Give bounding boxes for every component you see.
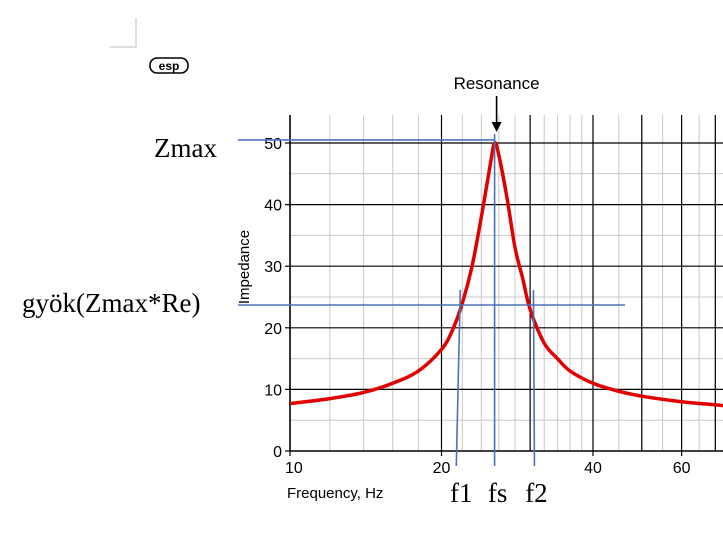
y-tick-label: 50	[264, 136, 282, 153]
axes	[285, 115, 723, 456]
f2-line	[532, 289, 536, 467]
y-tick-label: 30	[264, 259, 282, 276]
series-layer	[289, 140, 723, 408]
page-corner-mark	[110, 18, 137, 48]
f2-label: f2	[525, 478, 548, 508]
geo-mean-label: gyök(Zmax*Re)	[22, 288, 200, 318]
zmax-label: Zmax	[154, 133, 217, 163]
y-tick-label: 40	[264, 198, 282, 215]
y-axis-label: Impedance	[236, 230, 253, 304]
annotation-layer: Resonance Zmax gyök(Zmax*Re) f1 fs f2	[22, 74, 625, 508]
plot-area	[290, 115, 723, 451]
y-tick-label: 10	[264, 382, 282, 399]
x-tick-label: 60	[673, 460, 691, 477]
f1-line	[455, 289, 462, 467]
resonance-arrow-head	[491, 122, 502, 132]
y-tick-labels: 0 10 20 30 40 50	[264, 136, 282, 461]
esp-logo-text: esp	[159, 59, 180, 73]
x-tick-label: 10	[285, 460, 303, 477]
y-tick-label: 20	[264, 321, 282, 338]
x-tick-label: 20	[433, 460, 451, 477]
f1-label: f1	[450, 478, 473, 508]
x-tick-labels: 10 20 40 60	[285, 460, 691, 477]
esp-logo: esp	[149, 57, 189, 74]
impedance-curve	[289, 140, 723, 408]
resonance-label: Resonance	[454, 74, 540, 93]
x-axis-label: Frequency, Hz	[287, 485, 383, 502]
fs-label: fs	[488, 478, 508, 508]
x-tick-label: 40	[584, 460, 602, 477]
grid-major	[290, 115, 723, 451]
y-tick-label: 0	[273, 444, 282, 461]
